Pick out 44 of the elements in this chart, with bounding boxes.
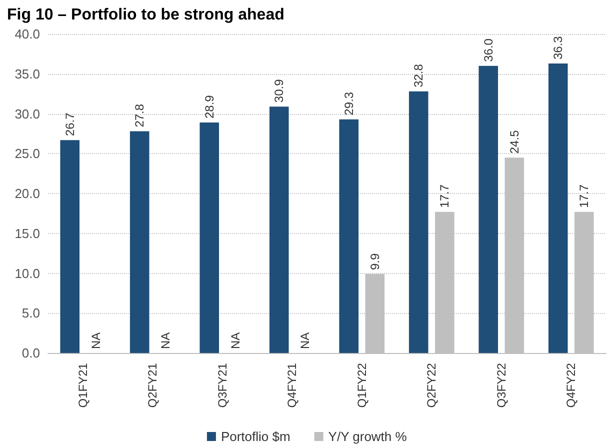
text: NA <box>158 332 173 349</box>
text: NA <box>88 332 103 349</box>
y-tick-label: 35.0 <box>14 66 40 82</box>
bar <box>60 140 80 353</box>
data-label: 30.9 <box>272 78 286 103</box>
data-label: 36.3 <box>551 36 566 60</box>
bar <box>408 91 428 353</box>
y-tick-label: 25.0 <box>14 146 40 162</box>
x-tick-label: Q3FY21 <box>215 362 230 408</box>
y-tick-label: 15.0 <box>14 226 40 241</box>
text: NA <box>298 332 312 349</box>
y-tick-label: 5.0 <box>22 306 40 321</box>
bar <box>269 106 289 353</box>
x-tick-label: Q1FY22 <box>354 362 369 408</box>
chart-title: Fig 10 – Portfolio to be strong ahead <box>7 6 284 24</box>
y-tick-label: 10.0 <box>14 266 40 281</box>
data-label: 36.0 <box>481 38 496 62</box>
bar <box>339 119 358 353</box>
x-tick-label: Q1FY21 <box>76 362 90 408</box>
data-label: 9.9 <box>368 253 382 270</box>
legend-label: Y/Y growth % <box>328 429 408 444</box>
text: NA <box>228 332 242 349</box>
y-tick-label: 40.0 <box>14 26 40 42</box>
bar <box>478 66 498 353</box>
bar <box>548 64 568 353</box>
data-label: 27.8 <box>132 104 147 128</box>
bar <box>130 131 150 353</box>
y-tick-label: 30.0 <box>14 106 40 122</box>
data-label: 29.3 <box>342 92 356 116</box>
bar <box>200 122 219 353</box>
x-tick-label: Q4FY22 <box>564 362 578 408</box>
x-tick-label: Q4FY21 <box>285 362 300 408</box>
y-tick-label: 20.0 <box>14 186 40 201</box>
x-tick-label: Q2FY22 <box>424 362 439 408</box>
data-label: 26.7 <box>62 112 77 136</box>
y-tick-label: 0.0 <box>22 346 40 360</box>
x-tick-label: Q3FY22 <box>494 362 508 408</box>
data-label: 32.8 <box>412 64 426 88</box>
legend-label: Portoflio $m <box>220 429 290 444</box>
x-tick-label: Q2FY21 <box>146 362 160 408</box>
data-label: 17.7 <box>438 184 452 208</box>
data-label: 28.9 <box>202 94 216 119</box>
data-label: 17.7 <box>577 184 592 208</box>
data-label: 24.5 <box>507 130 522 154</box>
